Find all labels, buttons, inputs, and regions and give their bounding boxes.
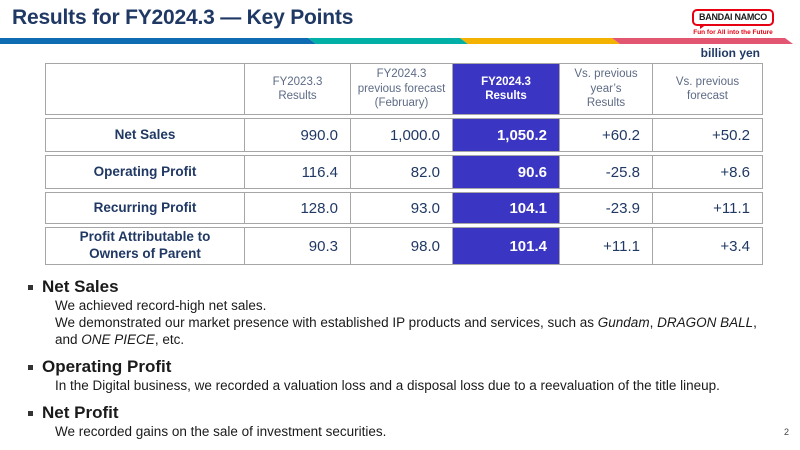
- row-label-recurring-profit: Recurring Profit: [45, 192, 245, 224]
- cell-value: 990.0: [245, 118, 351, 152]
- table-row: Recurring Profit 128.0 93.0 104.1 -23.9 …: [45, 192, 763, 224]
- divider-segment-teal: [308, 38, 468, 44]
- cell-value: +11.1: [560, 227, 653, 265]
- page-number: 2: [783, 427, 789, 437]
- section-heading-label: Operating Profit: [42, 357, 172, 376]
- ip-name: Gundam: [597, 315, 650, 330]
- ip-name: DRAGON BALL: [657, 315, 754, 330]
- section-heading-operating-profit: Operating Profit: [28, 357, 790, 377]
- results-table: FY2023.3 Results FY2024.3 previous forec…: [45, 60, 763, 268]
- row-label-profit-attributable: Profit Attributable to Owners of Parent: [45, 227, 245, 265]
- key-points-sections: Net Sales We achieved record-high net sa…: [28, 277, 790, 440]
- logo-speech-bubble-icon: BANDAI NAMCO: [692, 9, 774, 29]
- section-body-operating-profit: In the Digital business, we recorded a v…: [55, 377, 790, 394]
- cell-value-highlight: 101.4: [453, 227, 560, 265]
- header-cell-blank: [45, 63, 245, 115]
- body-line: We achieved record-high net sales.: [55, 298, 267, 313]
- divider-segment-yellow: [460, 38, 620, 44]
- divider-segment-pink: [612, 38, 793, 44]
- cell-value: +50.2: [653, 118, 763, 152]
- header-cell-fy2023-results: FY2023.3 Results: [245, 63, 351, 115]
- cell-value: 93.0: [351, 192, 453, 224]
- cell-value: +3.4: [653, 227, 763, 265]
- section-heading-net-sales: Net Sales: [28, 277, 790, 297]
- divider-segment-blue: [0, 38, 316, 44]
- section-body-net-sales: We achieved record-high net sales. We de…: [55, 297, 790, 348]
- cell-value: 116.4: [245, 155, 351, 189]
- table-header-row: FY2023.3 Results FY2024.3 previous forec…: [45, 63, 763, 115]
- bullet-icon: [28, 410, 33, 416]
- table-row: Profit Attributable to Owners of Parent …: [45, 227, 763, 265]
- cell-value: 82.0: [351, 155, 453, 189]
- cell-value: +8.6: [653, 155, 763, 189]
- cell-value: 128.0: [245, 192, 351, 224]
- cell-value-highlight: 1,050.2: [453, 118, 560, 152]
- ip-name: ONE PIECE: [81, 332, 155, 347]
- header-cell-vs-previous-year: Vs. previous year’s Results: [560, 63, 653, 115]
- table-row: Operating Profit 116.4 82.0 90.6 -25.8 +…: [45, 155, 763, 189]
- row-label-net-sales: Net Sales: [45, 118, 245, 152]
- logo-tagline: Fun for All into the Future: [693, 29, 773, 36]
- cell-value: 1,000.0: [351, 118, 453, 152]
- header-cell-vs-previous-forecast: Vs. previous forecast: [653, 63, 763, 115]
- cell-value: +11.1: [653, 192, 763, 224]
- cell-value: -25.8: [560, 155, 653, 189]
- bullet-icon: [28, 364, 33, 370]
- bullet-icon: [28, 284, 33, 290]
- body-line: We recorded gains on the sale of investm…: [55, 424, 387, 439]
- header-cell-fy2024-results: FY2024.3 Results: [453, 63, 560, 115]
- table-row: Net Sales 990.0 1,000.0 1,050.2 +60.2 +5…: [45, 118, 763, 152]
- bandai-namco-logo: BANDAI NAMCO Fun for All into the Future: [678, 7, 788, 36]
- section-heading-label: Net Sales: [42, 277, 119, 296]
- cell-value: +60.2: [560, 118, 653, 152]
- row-label-operating-profit: Operating Profit: [45, 155, 245, 189]
- logo-text: BANDAI NAMCO: [699, 12, 767, 22]
- section-heading-net-profit: Net Profit: [28, 403, 790, 423]
- section-heading-label: Net Profit: [42, 403, 119, 422]
- cell-value: 98.0: [351, 227, 453, 265]
- header-cell-previous-forecast: FY2024.3 previous forecast (February): [351, 63, 453, 115]
- cell-value: 90.3: [245, 227, 351, 265]
- body-line: and ONE PIECE, etc.: [55, 332, 185, 347]
- body-line: In the Digital business, we recorded a v…: [55, 378, 720, 393]
- section-body-net-profit: We recorded gains on the sale of investm…: [55, 423, 790, 440]
- cell-value-highlight: 90.6: [453, 155, 560, 189]
- body-line: We demonstrated our market presence with…: [55, 315, 757, 330]
- unit-label: billion yen: [700, 46, 760, 60]
- accent-divider-bar: [0, 38, 800, 44]
- cell-value-highlight: 104.1: [453, 192, 560, 224]
- cell-value: -23.9: [560, 192, 653, 224]
- page-title: Results for FY2024.3 — Key Points: [12, 6, 354, 29]
